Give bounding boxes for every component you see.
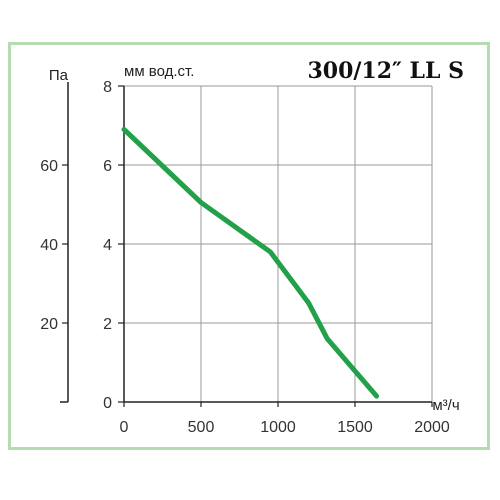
chart-frame	[8, 42, 490, 450]
y-tick-label: 6	[103, 158, 112, 175]
series-layer	[121, 126, 380, 399]
x-tick-label: 1000	[260, 419, 296, 436]
y-tick-label: 4	[103, 237, 112, 254]
y-tick-label: 8	[103, 79, 112, 96]
y2-tick-label: 20	[40, 316, 58, 333]
y2-tick-label: 60	[40, 158, 58, 175]
x-axis-label: м³/ч	[432, 397, 459, 414]
y-tick-label: 0	[103, 395, 112, 412]
grid	[123, 85, 433, 403]
x-tick-label: 2000	[414, 419, 450, 436]
y-tick-label: 2	[103, 316, 112, 333]
axes	[118, 85, 433, 407]
y-axis-label: мм вод.ст.	[124, 63, 194, 80]
x-tick-label: 1500	[337, 419, 373, 436]
x-tick-label: 500	[188, 419, 215, 436]
chart-title: 300/12″ LL S	[307, 58, 464, 84]
y2-tick-label: 40	[40, 237, 58, 254]
labels-layer: 0 500 1000 1500 2000 0 2 4 6 8 20 40 60	[40, 79, 450, 436]
x-tick-label: 0	[120, 419, 129, 436]
y2-axis-label: Па	[49, 67, 69, 84]
series-line-0	[121, 126, 380, 399]
secondary-y-axis	[60, 82, 69, 403]
